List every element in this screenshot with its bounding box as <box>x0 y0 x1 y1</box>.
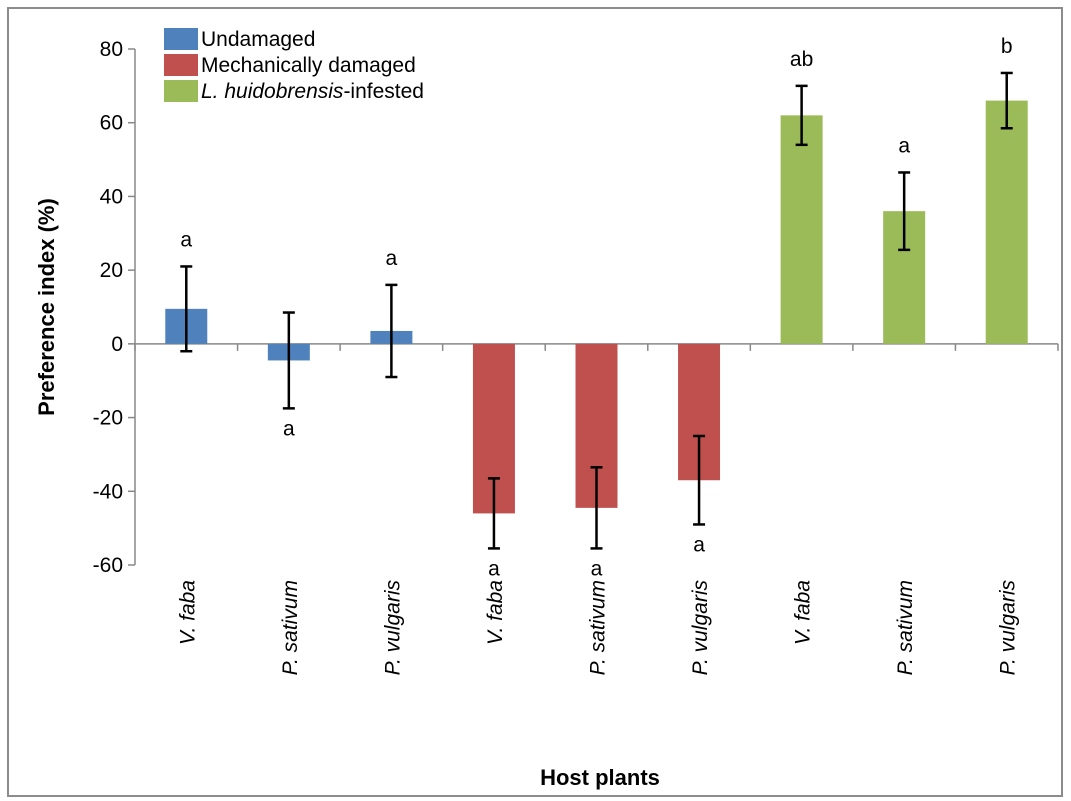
legend-label: Undamaged <box>201 28 315 51</box>
significance-letter: a <box>386 247 398 270</box>
y-tick-label: 80 <box>100 38 123 61</box>
y-tick-label: 0 <box>111 333 123 356</box>
y-tick-label: -60 <box>93 554 123 577</box>
legend: Undamaged Mechanically damaged L. huidobre… <box>164 28 424 103</box>
bar <box>985 100 1028 344</box>
significance-letter: a <box>898 134 910 157</box>
y-tick-label: -40 <box>93 480 123 503</box>
y-tick-label: 40 <box>100 185 123 208</box>
x-axis-title: Host plants <box>540 765 660 790</box>
y-tick-label: 60 <box>100 112 123 135</box>
significance-letter: b <box>1001 35 1013 58</box>
category-label: P. vulgaris <box>997 580 1020 676</box>
legend-label: L. huidobrensis-infested <box>201 80 424 103</box>
legend-label-suffix: -infested <box>343 80 424 103</box>
legend-label: Mechanically damaged <box>201 54 416 77</box>
category-label: P. sativum <box>894 580 917 675</box>
significance-letter: ab <box>790 48 813 71</box>
legend-swatch <box>164 28 198 50</box>
y-tick-label: 20 <box>100 259 123 282</box>
category-label: P. vulgaris <box>381 580 404 676</box>
labels: V. faba P. sativum P. vulgaris V. faba P. sa… <box>34 35 1020 790</box>
significance-letter: a <box>488 557 500 580</box>
error-bars <box>180 71 1013 550</box>
category-label: V. faba <box>176 580 199 645</box>
category-label: P. sativum <box>279 580 302 675</box>
legend-swatch <box>164 80 198 102</box>
y-axis-title: Preference index (%) <box>34 198 59 416</box>
y-tick-label: -20 <box>93 407 123 430</box>
bars <box>165 100 1028 514</box>
bar <box>780 115 823 344</box>
significance-letter: a <box>591 557 603 580</box>
category-label: V. faba <box>484 580 507 645</box>
legend-label-italic: L. huidobrensis <box>201 80 344 103</box>
significance-letter: a <box>180 228 192 251</box>
category-label: P. vulgaris <box>689 580 712 676</box>
significance-letter: a <box>283 417 295 440</box>
chart-frame <box>7 7 1063 797</box>
significance-letter: a <box>693 533 705 556</box>
category-label: V. faba <box>792 580 815 645</box>
legend-swatch <box>164 54 198 76</box>
category-label: P. sativum <box>587 580 610 675</box>
